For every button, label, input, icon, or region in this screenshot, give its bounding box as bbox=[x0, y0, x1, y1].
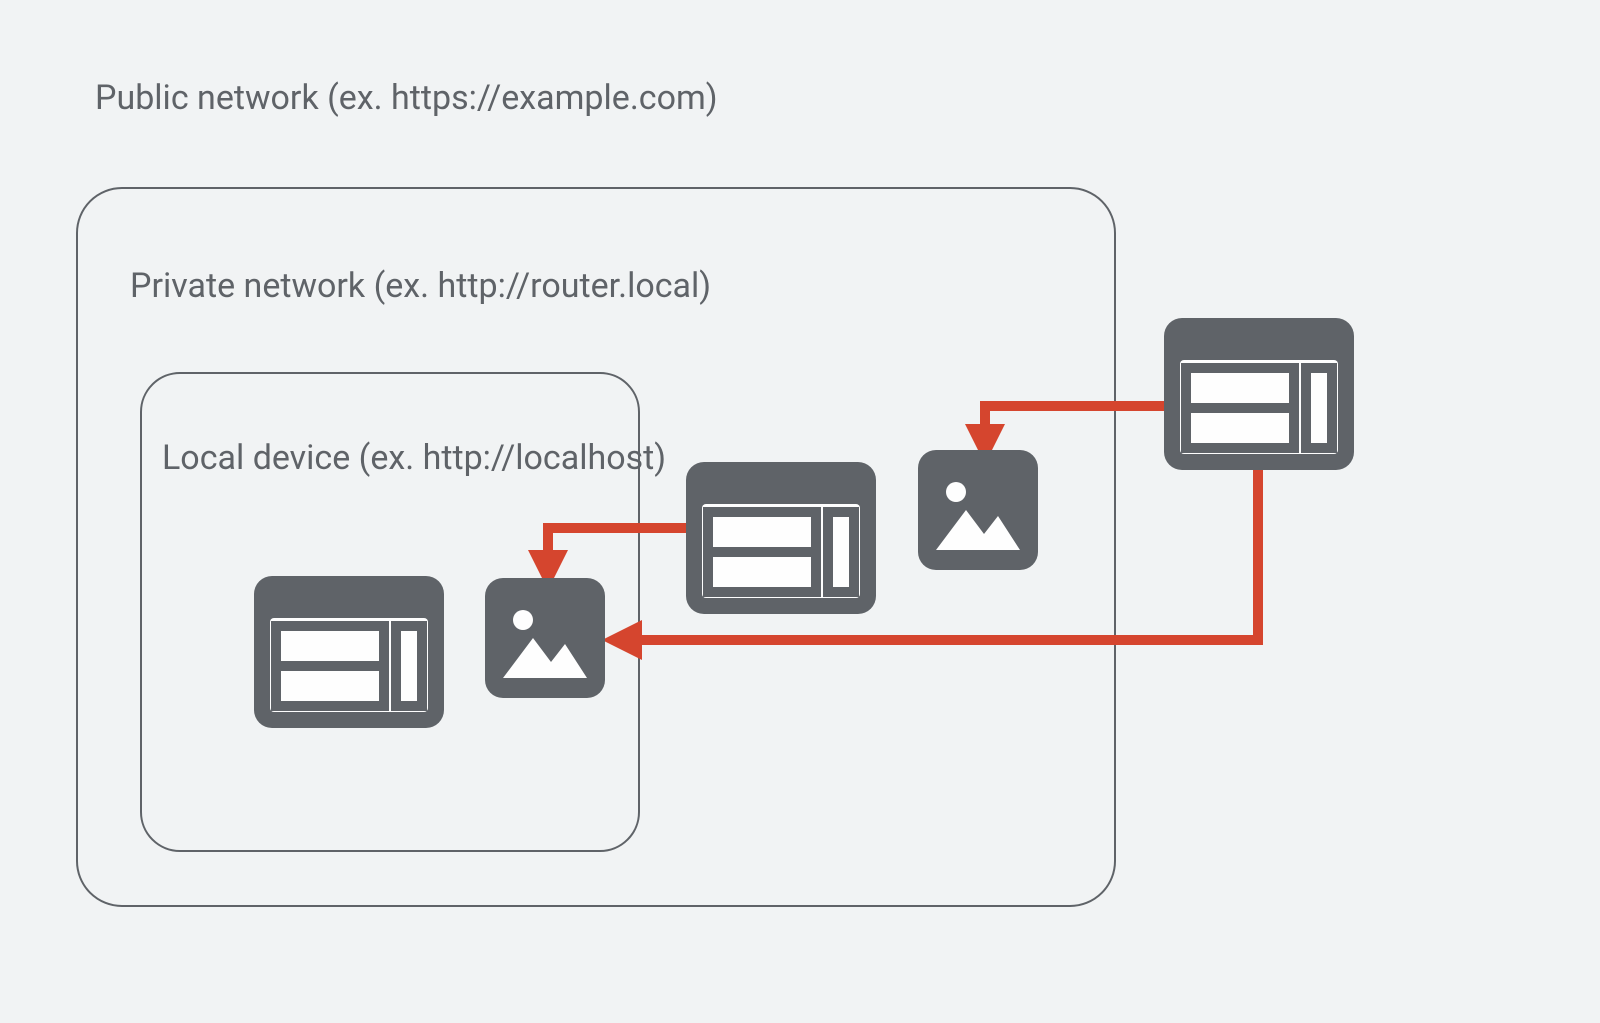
local-device-label: Local device (ex. http://localhost) bbox=[162, 438, 666, 478]
image-private-icon bbox=[918, 450, 1038, 570]
browser-local-icon bbox=[254, 576, 444, 728]
browser-public-icon bbox=[1164, 318, 1354, 470]
browser-private-icon bbox=[686, 462, 876, 614]
public-network-label: Public network (ex. https://example.com) bbox=[95, 78, 718, 118]
image-local-icon bbox=[485, 578, 605, 698]
network-diagram: Public network (ex. https://example.com)… bbox=[0, 0, 1600, 1023]
private-network-label: Private network (ex. http://router.local… bbox=[130, 266, 711, 306]
